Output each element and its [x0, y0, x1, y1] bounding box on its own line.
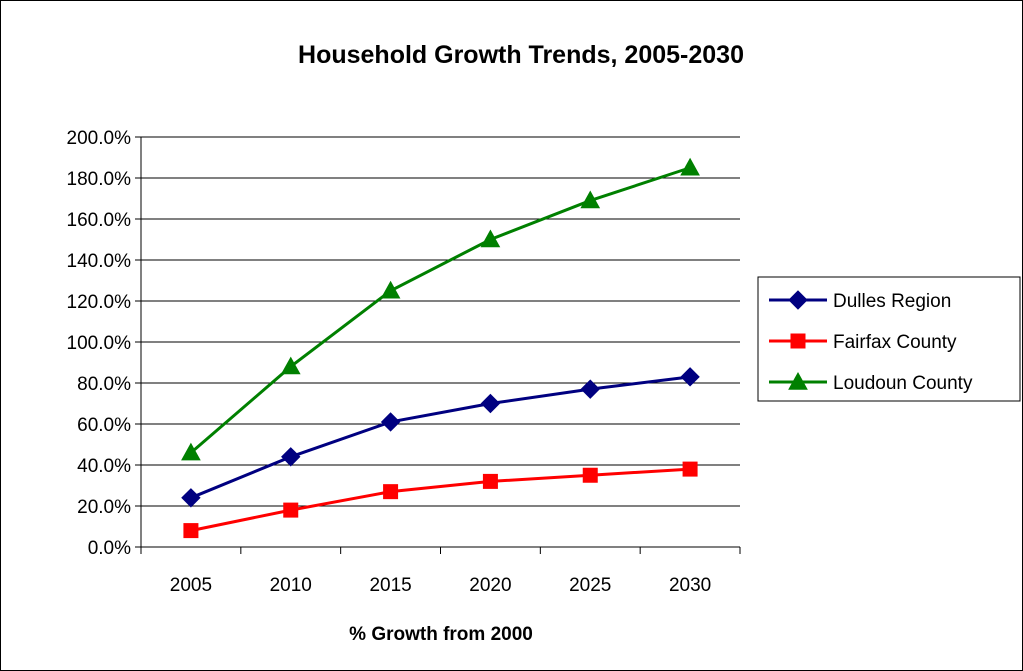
- data-point: [183, 523, 199, 539]
- chart-title: Household Growth Trends, 2005-2030: [298, 41, 744, 69]
- x-tick-label: 2020: [469, 575, 511, 596]
- y-tick-label: 140.0%: [67, 251, 132, 272]
- x-tick-label: 2005: [170, 575, 212, 596]
- data-point: [580, 190, 601, 209]
- legend-label: Fairfax County: [833, 332, 957, 353]
- y-tick-label: 100.0%: [67, 333, 132, 354]
- data-point: [380, 412, 401, 432]
- legend-label: Loudoun County: [833, 373, 973, 394]
- data-point: [380, 280, 401, 299]
- data-point: [682, 461, 698, 477]
- y-tick-label: 40.0%: [77, 456, 131, 477]
- y-axis-ticks: 0.0% 20.0% 40.0% 60.0% 80.0% 100.0% 120.0% 140.…: [67, 128, 141, 559]
- x-tick-label: 2030: [669, 575, 711, 596]
- data-point: [281, 447, 301, 467]
- y-tick-label: 200.0%: [67, 128, 132, 149]
- x-tick-label: 2010: [270, 575, 312, 596]
- x-axis-label: % Growth from 2000: [349, 624, 533, 645]
- y-tick-label: 80.0%: [77, 374, 131, 395]
- data-point: [480, 229, 501, 248]
- legend-label: Dulles Region: [833, 291, 951, 312]
- y-tick-label: 120.0%: [67, 292, 132, 313]
- y-tick-label: 20.0%: [77, 497, 131, 518]
- data-point: [580, 379, 600, 399]
- series-line: [190, 467, 691, 533]
- y-tick-label: 60.0%: [77, 415, 131, 436]
- data-point: [283, 502, 299, 518]
- x-axis-ticks: 2005 2010 2015 2020 2025 2030: [140, 547, 741, 596]
- data-point: [482, 473, 498, 489]
- legend: Dulles Region Fairfax County Loudoun Count…: [757, 276, 1021, 402]
- legend-swatch-marker: [790, 333, 806, 349]
- y-tick-label: 0.0%: [88, 538, 131, 559]
- series-line: [190, 375, 691, 500]
- data-point: [480, 393, 501, 414]
- series-lines: [181, 157, 700, 539]
- data-point: [582, 467, 598, 483]
- series-line: [189, 166, 691, 454]
- legend-swatch-marker: [788, 371, 808, 390]
- x-tick-label: 2015: [369, 575, 411, 596]
- y-tick-label: 180.0%: [67, 169, 132, 190]
- data-point: [680, 367, 700, 387]
- data-point: [181, 442, 201, 461]
- gridlines: [141, 136, 740, 507]
- data-point: [181, 488, 201, 508]
- y-tick-label: 160.0%: [67, 210, 132, 231]
- x-tick-label: 2025: [569, 575, 611, 596]
- legend-swatch-marker: [788, 290, 808, 310]
- data-point: [383, 484, 399, 500]
- data-point: [680, 157, 700, 176]
- data-point: [280, 356, 301, 375]
